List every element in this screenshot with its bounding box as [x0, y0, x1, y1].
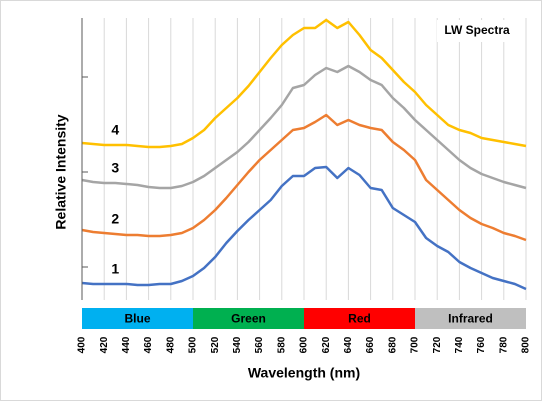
series-label: 2 [111, 211, 119, 227]
x-tick-label: 720 [432, 336, 443, 353]
spectrum-band [193, 308, 304, 329]
spectrum-band [415, 308, 526, 329]
spectrum-band [82, 308, 193, 329]
x-tick-label: 420 [99, 336, 110, 353]
x-tick-label: 580 [276, 336, 287, 353]
band-label: Infrared [448, 312, 493, 326]
chart-title: LW Spectra [444, 23, 510, 37]
x-tick-label: 560 [254, 336, 265, 353]
band-label: Blue [124, 312, 150, 326]
series-label: 4 [111, 122, 119, 138]
x-tick-label: 460 [143, 336, 154, 353]
x-tick-label: 400 [77, 336, 88, 353]
x-tick-label: 440 [121, 336, 132, 353]
x-tick-label: 680 [387, 336, 398, 353]
title-box [437, 20, 517, 42]
x-axis-title: Wavelength (nm) [248, 365, 360, 381]
band-label: Red [348, 312, 371, 326]
x-tick-label: 520 [210, 336, 221, 353]
x-tick-label: 500 [188, 336, 199, 353]
series-label: 3 [111, 160, 119, 176]
series-line [81, 165, 527, 291]
x-tick-label: 740 [454, 336, 465, 353]
x-tick-label: 800 [521, 336, 532, 353]
band-label: Green [231, 312, 266, 326]
y-axis-title: Relative Intensity [53, 114, 69, 229]
x-tick-label: 480 [165, 336, 176, 353]
x-tick-label: 600 [299, 336, 310, 353]
plot-area [81, 18, 527, 291]
x-tick-label: 540 [232, 336, 243, 353]
x-tick-label: 760 [476, 336, 487, 353]
x-tick-label: 640 [343, 336, 354, 353]
series-line [81, 18, 527, 149]
x-tick-label: 660 [365, 336, 376, 353]
series-line [81, 64, 527, 190]
x-tick-label: 620 [321, 336, 332, 353]
series-line [81, 113, 527, 242]
series-label: 1 [111, 261, 119, 277]
spectrum-band [304, 308, 415, 329]
x-tick-label: 700 [410, 336, 421, 353]
x-tick-label: 780 [498, 336, 509, 353]
